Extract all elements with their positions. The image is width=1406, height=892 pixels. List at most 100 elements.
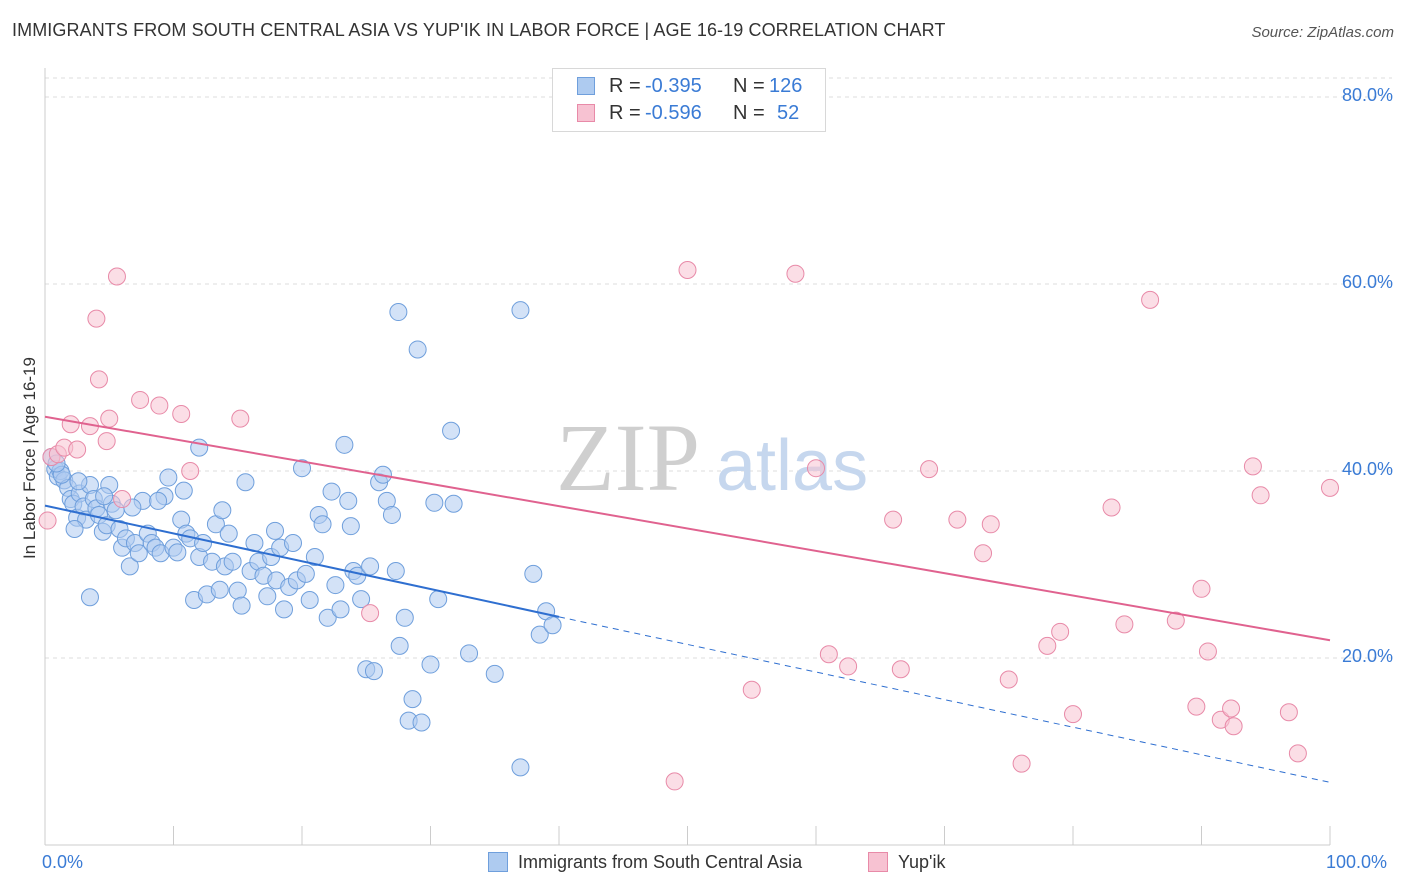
data-point-blue bbox=[232, 596, 251, 615]
data-point-blue bbox=[460, 644, 479, 663]
data-point-blue bbox=[129, 544, 148, 563]
data-point-pink bbox=[1288, 744, 1307, 763]
data-point-pink bbox=[981, 515, 1000, 534]
data-point-pink bbox=[361, 604, 380, 623]
data-point-pink bbox=[891, 660, 910, 679]
data-point-blue bbox=[341, 517, 360, 536]
data-point-blue bbox=[236, 473, 255, 492]
bottom-legend-swatch-blue bbox=[488, 852, 508, 872]
data-point-pink bbox=[97, 432, 116, 451]
data-point-blue bbox=[335, 435, 354, 454]
series-yupik bbox=[38, 260, 1339, 791]
data-point-blue bbox=[425, 493, 444, 512]
y-tick-label: 20.0% bbox=[1341, 646, 1393, 666]
bottom-legend-label-blue: Immigrants from South Central Asia bbox=[518, 852, 803, 872]
data-point-blue bbox=[174, 481, 193, 500]
data-point-pink bbox=[1166, 611, 1185, 630]
x-tick-label-0: 0.0% bbox=[42, 852, 84, 872]
data-point-blue bbox=[194, 533, 213, 552]
data-point-pink bbox=[1192, 579, 1211, 598]
chart-title: IMMIGRANTS FROM SOUTH CENTRAL ASIA VS YU… bbox=[12, 20, 946, 40]
data-point-pink bbox=[665, 772, 684, 791]
data-point-blue bbox=[511, 301, 530, 320]
data-point-blue bbox=[352, 590, 371, 609]
data-point-pink bbox=[100, 409, 119, 428]
data-point-blue bbox=[296, 564, 315, 583]
x-tick-label-100: 100.0% bbox=[1326, 852, 1388, 872]
y-axis-label: In Labor Force | Age 16-19 bbox=[20, 357, 39, 559]
data-point-pink bbox=[68, 440, 87, 459]
data-point-pink bbox=[786, 264, 805, 283]
data-point-pink bbox=[87, 309, 106, 328]
data-point-blue bbox=[313, 515, 332, 534]
data-point-blue bbox=[168, 543, 187, 562]
series-south-central-asia bbox=[42, 301, 562, 777]
y-tick-label: 60.0% bbox=[1341, 272, 1393, 292]
data-point-blue bbox=[258, 587, 277, 606]
y-tick-label: 40.0% bbox=[1341, 459, 1393, 479]
data-point-blue bbox=[389, 303, 408, 322]
data-point-blue bbox=[210, 580, 229, 599]
data-point-blue bbox=[275, 600, 294, 619]
data-point-blue bbox=[485, 664, 504, 683]
data-point-pink bbox=[1051, 622, 1070, 641]
data-point-blue bbox=[318, 608, 337, 627]
data-point-blue bbox=[421, 655, 440, 674]
data-point-pink bbox=[819, 645, 838, 664]
y-tick-label: 80.0% bbox=[1341, 85, 1393, 105]
data-point-blue bbox=[386, 562, 405, 581]
data-point-pink bbox=[1198, 642, 1217, 661]
data-point-blue bbox=[95, 487, 114, 506]
data-point-blue bbox=[511, 758, 530, 777]
data-point-pink bbox=[999, 670, 1018, 689]
correlation-legend: R = -0.395 N = 126 R = -0.596 N = 52 bbox=[552, 68, 826, 132]
data-point-pink bbox=[807, 459, 825, 478]
trend-line-pink bbox=[44, 415, 1331, 642]
data-point-blue bbox=[390, 636, 409, 655]
data-point-pink bbox=[1222, 699, 1241, 718]
data-point-pink bbox=[1064, 705, 1082, 724]
data-point-pink bbox=[1115, 615, 1134, 634]
data-point-blue bbox=[213, 501, 232, 520]
legend-swatch-blue bbox=[577, 77, 595, 95]
data-point-pink bbox=[1141, 290, 1160, 309]
data-point-blue bbox=[326, 576, 345, 595]
data-point-blue bbox=[228, 581, 247, 600]
data-point-blue bbox=[322, 482, 341, 501]
data-point-pink bbox=[172, 404, 191, 423]
data-point-pink bbox=[231, 409, 250, 428]
data-point-blue bbox=[300, 591, 319, 610]
data-point-blue bbox=[219, 524, 238, 543]
trend-line-blue bbox=[44, 504, 560, 618]
bottom-legend-swatch-pink bbox=[868, 852, 888, 872]
data-point-pink bbox=[1187, 697, 1206, 716]
data-point-pink bbox=[1251, 486, 1270, 505]
data-point-blue bbox=[408, 340, 427, 359]
data-point-blue bbox=[149, 491, 168, 510]
data-point-pink bbox=[150, 396, 169, 415]
data-point-blue bbox=[364, 662, 383, 681]
legend-r-value: -0.596 bbox=[645, 102, 702, 124]
trend-lines bbox=[44, 415, 1331, 783]
data-point-pink bbox=[61, 415, 80, 434]
data-point-pink bbox=[1279, 703, 1298, 722]
data-point-blue bbox=[80, 588, 99, 607]
data-point-pink bbox=[107, 267, 126, 286]
legend-n-value: 52 bbox=[777, 102, 800, 124]
data-point-pink bbox=[742, 680, 761, 699]
data-point-blue bbox=[395, 608, 414, 627]
legend-n-value: 126 bbox=[769, 75, 803, 97]
data-point-blue bbox=[69, 472, 88, 491]
data-point-blue bbox=[293, 459, 311, 478]
data-point-pink bbox=[1038, 636, 1057, 655]
watermark-atlas: atlas bbox=[716, 426, 868, 506]
data-point-blue bbox=[429, 590, 448, 609]
data-point-blue bbox=[305, 548, 324, 567]
data-point-blue bbox=[331, 600, 350, 619]
data-point-pink bbox=[884, 510, 903, 529]
data-point-pink bbox=[113, 490, 132, 509]
legend-r-value: -0.395 bbox=[645, 75, 702, 97]
data-point-blue bbox=[530, 625, 549, 644]
data-point-pink bbox=[1224, 717, 1243, 736]
